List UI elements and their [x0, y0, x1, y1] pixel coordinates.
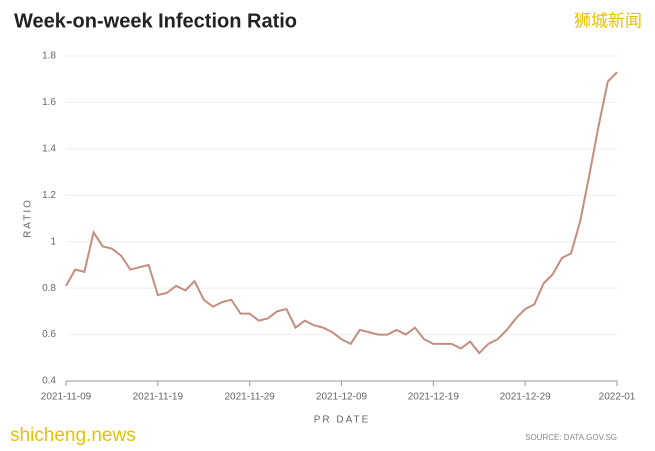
y-tick-label: 0.4 [42, 376, 56, 387]
x-tick-label: 2021-11-19 [133, 392, 184, 403]
line [65, 71, 618, 355]
x-tick-label: 2021-12-19 [408, 392, 460, 403]
x-tick-label: 2021-11-29 [224, 392, 275, 403]
y-axis-label: RATIO [23, 198, 34, 238]
watermark: 狮城新闻 [574, 11, 642, 30]
y-tick-label: 0.8 [42, 283, 56, 294]
y-tick-label: 1.6 [42, 97, 56, 108]
x-axis-label: PR DATE [314, 415, 371, 426]
site-watermark: shicheng.news [10, 425, 136, 446]
y-tick-label: 0.6 [42, 329, 56, 340]
x-tick-label: 2021-12-09 [316, 392, 368, 403]
x-tick-label: 2021-11-09 [41, 392, 92, 403]
y-tick-label: 1.8 [42, 51, 56, 62]
source: SOURCE: DATA.GOV.SG [525, 433, 617, 442]
y-tick-label: 1 [50, 236, 56, 247]
y-tick-label: 1.4 [42, 143, 56, 154]
y-tick-label: 1.2 [42, 190, 56, 201]
x-tick-label: 2022-01 [599, 392, 636, 403]
x-tick-label: 2021-12-29 [500, 392, 552, 403]
chart-title: Week-on-week Infection Ratio [14, 10, 297, 32]
